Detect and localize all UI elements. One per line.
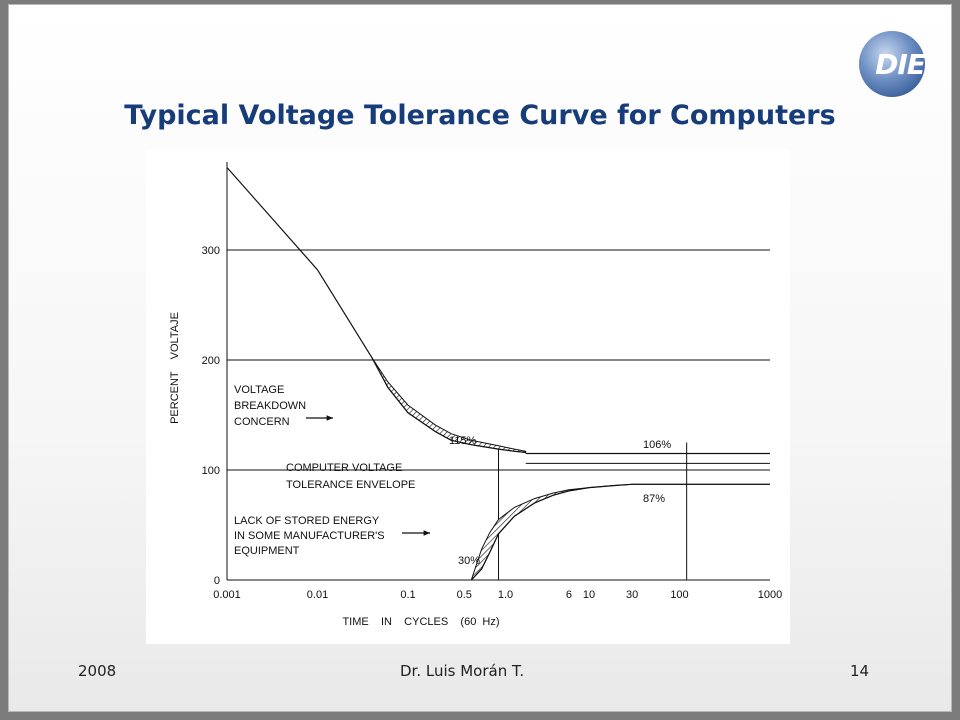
logo-globe bbox=[859, 31, 925, 97]
annotation-line: 106% bbox=[643, 439, 671, 451]
x-tick-label: 10 bbox=[583, 589, 595, 601]
annotation-line: 115% bbox=[449, 435, 477, 447]
annotation-line: COMPUTER VOLTAGE bbox=[286, 462, 402, 474]
x-tick-label: 0.1 bbox=[400, 589, 415, 601]
footer-page-number: 14 bbox=[850, 662, 870, 680]
y-tick-label: 0 bbox=[214, 575, 220, 587]
annotation-line: IN SOME MANUFACTURER'S bbox=[234, 530, 385, 542]
y-tick-label: 100 bbox=[202, 465, 220, 477]
hatched-regions bbox=[371, 357, 633, 581]
annotation-pct-30: 30% bbox=[458, 555, 480, 567]
annotation-line: EQUIPMENT bbox=[234, 545, 300, 557]
annotation-envelope: COMPUTER VOLTAGE TOLERANCE ENVELOPE bbox=[286, 462, 415, 491]
curve-lower bbox=[470, 483, 633, 581]
x-tick-label: 100 bbox=[670, 589, 688, 601]
annotation-line: CONCERN bbox=[234, 416, 290, 428]
curve-upper bbox=[226, 167, 526, 453]
annotation-line: 87% bbox=[643, 493, 665, 505]
footer-author: Dr. Luis Morán T. bbox=[400, 662, 525, 680]
page-title: Typical Voltage Tolerance Curve for Comp… bbox=[124, 100, 836, 131]
x-axis-label: TIME IN CYCLES (60 Hz) bbox=[342, 616, 499, 628]
annotation-pct-87: 87% bbox=[643, 493, 665, 505]
annotation-line: VOLTAGE bbox=[234, 384, 284, 396]
annotations: VOLTAGE BREAKDOWN CONCERN COMPUTER VOLTAGE T… bbox=[234, 384, 671, 567]
arrow-breakdown-head bbox=[326, 415, 333, 421]
x-tick-label: 30 bbox=[626, 589, 638, 601]
y-tick-label: 200 bbox=[202, 355, 220, 367]
annotation-line: LACK OF STORED ENERGY bbox=[234, 515, 380, 527]
x-tick-label: 1000 bbox=[758, 589, 782, 601]
annotation-stored-energy: LACK OF STORED ENERGY IN SOME MANUFACTURE… bbox=[234, 515, 385, 557]
y-axis-label: PERCENT VOLTAJE bbox=[169, 312, 181, 424]
curve-series bbox=[226, 167, 770, 581]
annotation-pct-115: 115% bbox=[449, 435, 477, 447]
x-tick-label: 1.0 bbox=[498, 589, 513, 601]
y-tick-label: 300 bbox=[202, 245, 220, 257]
annotation-pct-106: 106% bbox=[643, 439, 671, 451]
chart-svg: 0.001 0.01 0.1 0.5 1.0 6 10 30 100 1000 0 100 200 300… bbox=[169, 162, 783, 628]
x-tick-label: 6 bbox=[566, 589, 572, 601]
tick-labels: 0.001 0.01 0.1 0.5 1.0 6 10 30 100 1000 0 100 200 300 bbox=[202, 245, 783, 601]
x-tick-label: 0.5 bbox=[457, 589, 472, 601]
arrow-stored-energy-head bbox=[423, 530, 430, 536]
annotation-arrows bbox=[306, 415, 430, 536]
voltage-tolerance-chart: 0.001 0.01 0.1 0.5 1.0 6 10 30 100 1000 0 100 200 300… bbox=[146, 150, 790, 644]
annotation-line: TOLERANCE ENVELOPE bbox=[286, 479, 415, 491]
footer-year: 2008 bbox=[78, 662, 117, 680]
x-tick-label: 0.01 bbox=[307, 589, 328, 601]
annotation-line: 30% bbox=[458, 555, 480, 567]
die-logo: DIE bbox=[859, 31, 927, 97]
annotation-line: BREAKDOWN bbox=[234, 400, 306, 412]
logo-text: DIE bbox=[875, 48, 926, 81]
x-tick-label: 0.001 bbox=[213, 589, 241, 601]
annotation-voltage-breakdown: VOLTAGE BREAKDOWN CONCERN bbox=[234, 384, 306, 428]
hatched-region-2 bbox=[470, 483, 633, 581]
